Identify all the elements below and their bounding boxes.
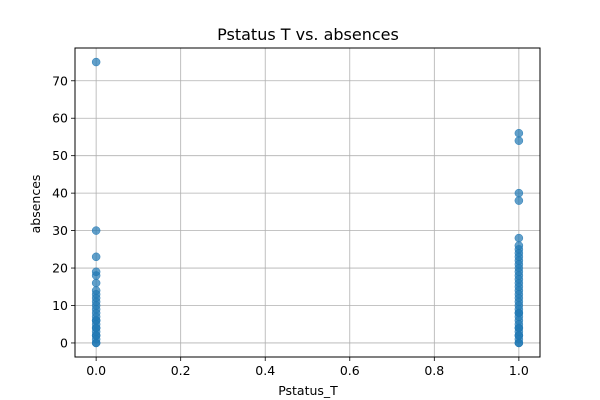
data-point: [91, 278, 101, 288]
data-point: [91, 323, 101, 333]
data-point: [91, 286, 101, 295]
data-point: [91, 57, 101, 67]
x-tick-label: 0.0: [86, 363, 106, 378]
y-tick-label: 70: [52, 73, 68, 88]
y-tick-label: 0: [60, 335, 68, 350]
x-tick-label: 1.0: [509, 363, 529, 378]
y-axis-ticks: 0 10 20 30 40 50 60 70: [52, 73, 75, 350]
data-point: [91, 331, 101, 340]
data-point: [514, 338, 524, 348]
data-point: [91, 316, 101, 325]
y-tick-label: 60: [52, 111, 68, 126]
chart-title: Pstatus T vs. absences: [217, 25, 399, 44]
data-point: [91, 338, 101, 348]
y-tick-label: 20: [52, 261, 68, 276]
data-point: [514, 331, 524, 340]
y-tick-label: 40: [52, 186, 68, 201]
data-point: [514, 233, 524, 243]
data-point: [514, 136, 524, 145]
data-point: [514, 241, 524, 250]
data-point: [514, 308, 524, 318]
data-point: [514, 323, 524, 333]
x-tick-label: 0.6: [340, 363, 360, 378]
y-tick-label: 30: [52, 223, 68, 238]
x-axis-label: Pstatus_T: [278, 383, 338, 398]
x-tick-label: 0.4: [255, 363, 275, 378]
x-axis-ticks: 0.0 0.2 0.4 0.6 0.8 1.0: [86, 357, 529, 378]
data-point: [91, 252, 101, 262]
data-point: [514, 188, 524, 198]
data-point: [91, 267, 101, 277]
x-tick-label: 0.2: [171, 363, 191, 378]
y-axis-label: absences: [28, 175, 43, 234]
data-point: [514, 196, 524, 205]
data-point: [514, 128, 524, 138]
y-tick-label: 10: [52, 298, 68, 313]
y-tick-label: 50: [52, 148, 68, 163]
data-point: [91, 226, 101, 235]
data-points: [91, 57, 524, 348]
plot-frame: [74, 47, 541, 358]
x-tick-label: 0.8: [424, 363, 444, 378]
